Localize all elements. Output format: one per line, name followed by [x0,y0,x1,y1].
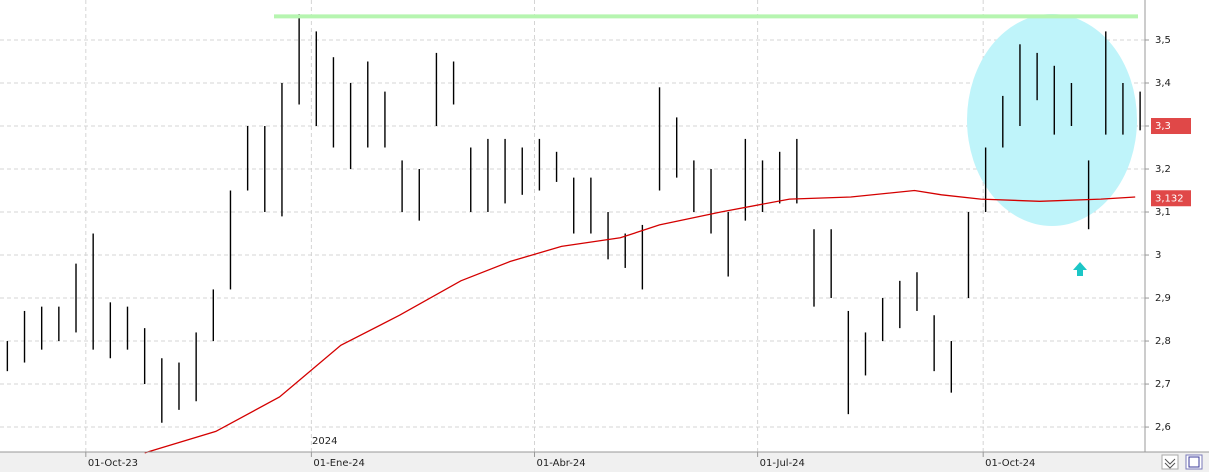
ma-value-label-box [1151,190,1191,207]
x-tick-label: 01-Oct-24 [985,458,1035,469]
y-tick-label: 3,1 [1155,207,1171,218]
x-tick-label: 01-Jul-24 [760,458,805,469]
arrow-marker [1073,262,1087,276]
ma-value-label: 3,132 [1155,193,1184,204]
y-tick-label: 3,5 [1155,35,1171,46]
grid [0,0,1145,452]
moving-average [144,189,1136,454]
x-tick-label: 01-Ene-24 [313,458,364,469]
y-tick-label: 2,6 [1155,422,1171,433]
y-tick-label: 3,4 [1155,78,1171,89]
scroll-button[interactable] [1161,454,1179,470]
marks [6,14,1141,454]
year-label: 2024 [312,436,337,447]
save-icon [1188,456,1200,468]
scroll-icon [1164,458,1176,469]
y-tick-label: 2,9 [1155,293,1171,304]
highlight-ellipse [967,14,1137,226]
last-price-label: 3,3 [1155,121,1171,132]
x-tick-label: 01-Oct-23 [88,458,138,469]
y-tick-label: 3 [1155,250,1161,261]
y-tick-label: 2,8 [1155,336,1171,347]
save-button[interactable] [1185,454,1203,470]
last-price-label-box [1151,118,1191,135]
x-axis-band [0,452,1209,472]
y-tick-label: 2,7 [1155,379,1171,390]
x-tick-label: 01-Abr-24 [536,458,585,469]
y-tick-label: 3,2 [1155,164,1171,175]
